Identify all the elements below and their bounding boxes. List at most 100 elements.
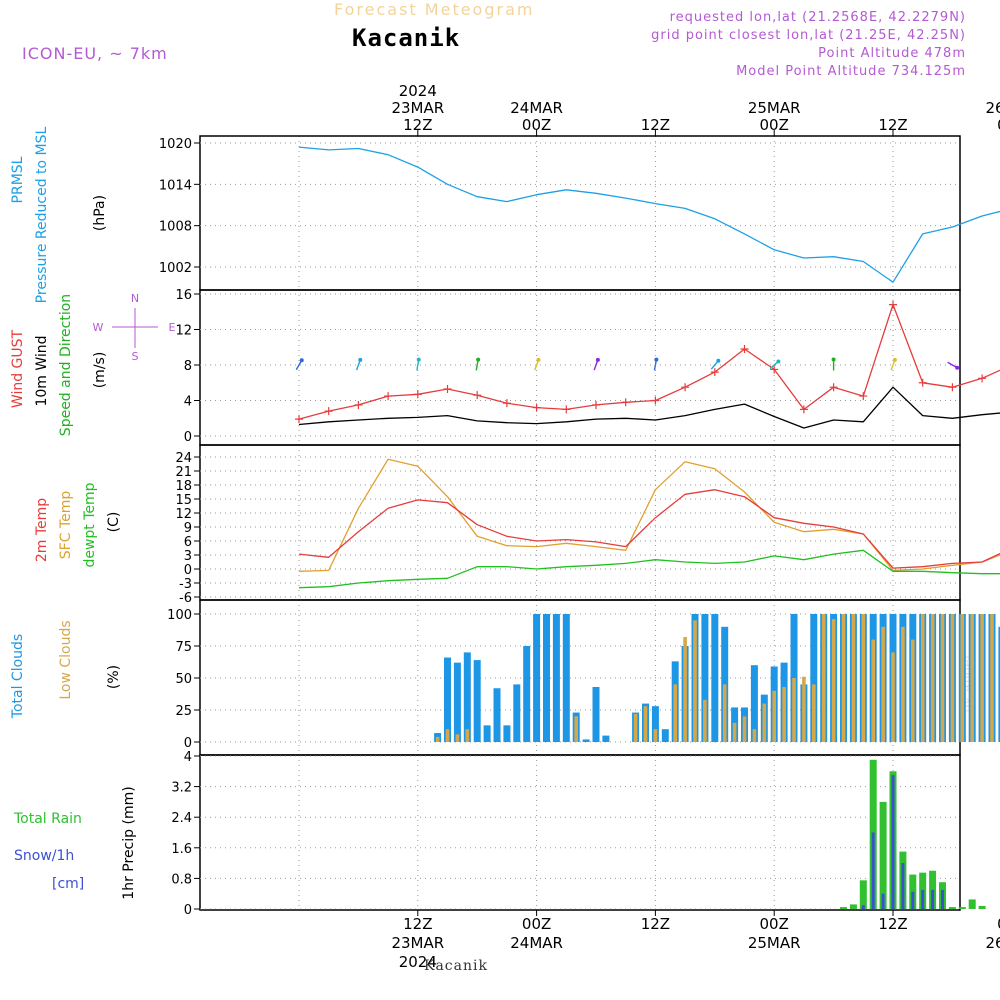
wind-gust-marker — [592, 400, 600, 409]
wind-speed-line — [298, 386, 1000, 429]
low-cloud-bar — [881, 626, 885, 742]
total-cloud-bar — [552, 614, 560, 742]
temp-y-label-dewpt: dewpt Temp — [82, 482, 98, 567]
snow-bar — [871, 832, 875, 909]
wind-direction-arrowhead — [892, 357, 897, 362]
snow-bar — [911, 891, 915, 909]
snow-bar — [921, 889, 925, 909]
clouds-y-tick-label: 100 — [167, 608, 192, 623]
sfc-temp-line — [298, 458, 1000, 572]
pressure-y-tick-label: 1020 — [159, 137, 192, 152]
wind-gust-marker — [562, 405, 571, 414]
meteogram-subtitle: Forecast Meteogram — [334, 0, 535, 19]
footer-station-label: Kacanik — [424, 958, 488, 974]
clouds-y-label-total: Total Clouds — [10, 634, 26, 719]
wind-gust-marker — [384, 392, 393, 401]
low-cloud-bar — [742, 716, 747, 742]
temperature-y-tick-label: 24 — [175, 451, 192, 466]
bottom-time-label: 25MAR — [748, 934, 801, 952]
rain-bar — [840, 907, 847, 909]
wind-gust-marker — [859, 392, 868, 401]
total-cloud-bar — [661, 729, 669, 742]
bottom-time-label: 23MAR — [391, 934, 444, 952]
total-cloud-bar — [592, 686, 600, 742]
wind-direction-arrowhead — [716, 358, 721, 363]
total-cloud-bar — [473, 660, 481, 742]
precipitation-y-tick-label: 4 — [184, 750, 192, 765]
total-cloud-bar — [711, 614, 719, 742]
point-altitude: Point Altitude 478m — [818, 46, 966, 61]
total-cloud-bar — [503, 725, 511, 742]
total-cloud-bar — [453, 662, 461, 742]
total-cloud-bar — [463, 652, 471, 742]
low-cloud-bar — [732, 722, 737, 742]
low-cloud-bar — [643, 706, 648, 742]
wind-gust-marker — [681, 383, 690, 392]
snow-bar — [931, 889, 935, 909]
wind-y-tick-label: 4 — [184, 395, 192, 410]
bottom-time-label: 12Z — [878, 915, 907, 933]
low-cloud-bar — [990, 614, 994, 742]
top-time-label: 00Z — [522, 116, 551, 134]
total-cloud-bar — [701, 614, 709, 742]
total-cloud-bar — [810, 614, 818, 742]
temperature-y-tick-label: 15 — [175, 493, 192, 508]
wind-gust-marker — [413, 390, 422, 399]
bottom-time-label: 26MAR — [985, 934, 1000, 952]
pressure-y-tick-label: 1008 — [159, 220, 192, 235]
low-cloud-bar — [574, 716, 578, 742]
total-cloud-bar — [602, 735, 610, 742]
total-cloud-bar — [651, 706, 659, 742]
low-cloud-bar — [920, 614, 925, 742]
wind-gust-marker — [324, 407, 333, 416]
pressure-y-label-prmsl: PRMSL — [10, 156, 26, 203]
total-cloud-bar — [582, 739, 590, 742]
low-cloud-bar — [821, 614, 826, 742]
pressure-line — [298, 146, 1000, 283]
wind-panel-frame — [199, 289, 961, 446]
wind-gust-marker — [978, 374, 987, 383]
wind-direction-arrowhead — [595, 357, 600, 362]
snow-bar — [881, 893, 885, 909]
low-cloud-bar — [465, 729, 470, 742]
precip-label-unit-cm: [cm] — [52, 876, 84, 892]
t2m-line — [298, 489, 1000, 569]
low-cloud-bar — [841, 614, 846, 742]
bottom-time-label: 12Z — [641, 915, 670, 933]
low-cloud-bar — [693, 620, 697, 742]
top-time-label: 26MAR — [985, 99, 1000, 117]
wind-gust-marker — [621, 398, 630, 407]
low-cloud-bar — [683, 637, 687, 742]
compass-label-s: S — [132, 350, 139, 363]
total-cloud-bar — [444, 657, 451, 742]
low-cloud-bar — [930, 614, 935, 742]
clouds-y-tick-label: 75 — [175, 640, 192, 655]
wind-gust-marker — [443, 384, 452, 393]
model-altitude: Model Point Altitude 734.125m — [736, 64, 966, 79]
wind-direction-arrowhead — [358, 357, 363, 362]
wind-y-tick-label: 16 — [175, 288, 192, 303]
clouds-y-tick-label: 50 — [175, 672, 192, 687]
wind-direction-arrowhead — [476, 357, 481, 362]
wind-gust-marker — [651, 396, 660, 405]
clouds-y-label-low: Low Clouds — [58, 620, 74, 699]
wind-gust-marker — [799, 405, 808, 414]
rain-bar — [849, 904, 857, 909]
wind-gust-marker — [918, 378, 927, 387]
snow-bar — [861, 905, 865, 909]
wind-direction-arrowhead — [831, 357, 836, 362]
temperature-panel-frame — [199, 444, 961, 601]
wind-y-label-unit: (m/s) — [92, 352, 108, 389]
wind-gust-marker — [473, 391, 482, 400]
low-cloud-bar — [871, 639, 875, 742]
rain-bar — [948, 907, 956, 909]
temperature-y-tick-label: 6 — [184, 535, 192, 550]
dewpt-line — [298, 549, 1000, 589]
snow-bar — [891, 775, 895, 909]
clouds-y-tick-label: 0 — [184, 736, 192, 751]
low-cloud-bar — [861, 614, 866, 742]
low-cloud-bar — [653, 729, 658, 742]
precipitation-panel-frame — [199, 754, 961, 911]
wind-y-tick-label: 12 — [175, 324, 192, 339]
clouds-y-label-unit: (%) — [106, 665, 122, 689]
